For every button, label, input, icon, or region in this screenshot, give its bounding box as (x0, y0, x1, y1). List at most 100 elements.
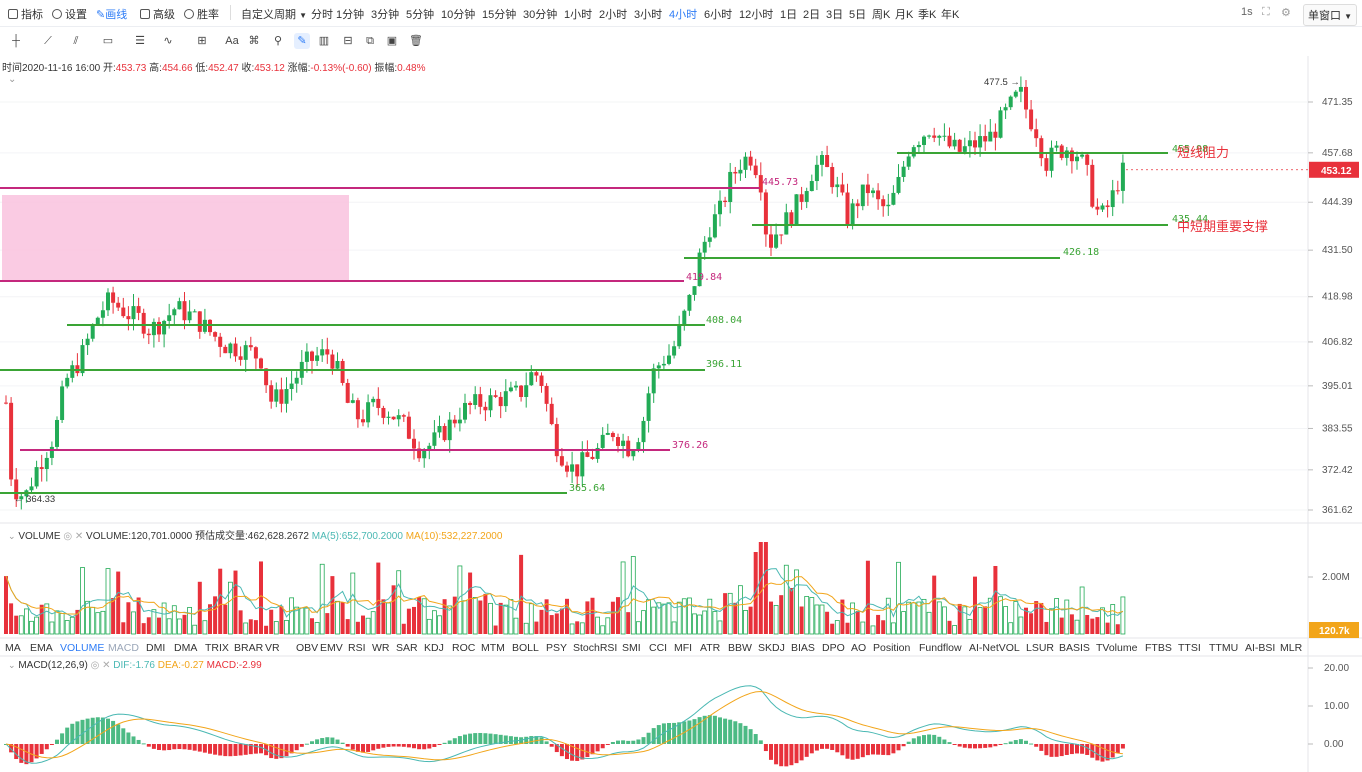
period-tab[interactable]: 5日 (849, 9, 867, 21)
indicator-tab[interactable]: RSI (348, 642, 366, 654)
text-icon[interactable]: Aa (225, 35, 239, 47)
indicator-tab[interactable]: EMV (320, 642, 343, 654)
period-tab[interactable]: 3日 (826, 9, 844, 21)
indicator-tab[interactable]: EMA (30, 642, 53, 654)
eraser-icon[interactable]: ⚲ (273, 35, 283, 47)
indicator-tab[interactable]: TVolume (1096, 642, 1138, 654)
indicator-tab[interactable]: FTBS (1145, 642, 1172, 654)
magnet-icon[interactable]: ⌘ (248, 35, 260, 47)
period-tab[interactable]: 2小时 (599, 9, 628, 21)
indicator-tab[interactable]: TTSI (1178, 642, 1201, 654)
indicator-tab[interactable]: BASIS (1059, 642, 1090, 654)
indicator-tab[interactable]: AI-BSI (1245, 642, 1276, 654)
indicator-tab[interactable]: AI-NetVOL (969, 642, 1020, 654)
candle-body (845, 192, 850, 225)
macd-bar (957, 744, 962, 747)
bars-icon[interactable]: ⊟ (343, 35, 353, 47)
indicator-tab[interactable]: SAR (396, 642, 418, 654)
crosshair-icon[interactable]: ┼ (12, 35, 20, 47)
period-tab[interactable]: 3小时 (634, 9, 663, 21)
period-tab[interactable]: 1日 (780, 9, 798, 21)
indicator-tab[interactable]: StochRSI (573, 642, 618, 654)
period-tab[interactable]: 年K (941, 9, 960, 21)
advanced-button[interactable]: 高级 (140, 6, 175, 22)
period-tab[interactable]: 12小时 (739, 9, 774, 21)
indicator-tab[interactable]: BIAS (791, 642, 815, 654)
indicator-tab[interactable]: Fundflow (919, 642, 962, 654)
period-tab[interactable]: 季K (918, 9, 937, 21)
settings-button[interactable]: 设置 (52, 6, 87, 22)
period-tab[interactable]: 15分钟 (482, 9, 517, 21)
period-tab[interactable]: 6小时 (704, 9, 733, 21)
indicator-tab[interactable]: WR (372, 642, 390, 654)
period-tab[interactable]: 1分钟 (336, 9, 365, 21)
indicator-tab[interactable]: DPO (822, 642, 845, 654)
draw-line-button[interactable]: ✎画线 (96, 9, 128, 21)
fullscreen-icon[interactable]: ⛶ (1262, 6, 1270, 18)
settings-circle-icon[interactable]: ◎ (90, 660, 100, 671)
indicator-tab[interactable]: DMA (174, 642, 198, 654)
macd-legend: ⌄ MACD(12,26,9) ◎ ✕ DIF:-1.76 DEA:-0.27 … (8, 660, 262, 671)
period-tab[interactable]: 周K (872, 9, 891, 21)
indicator-tab[interactable]: OBV (296, 642, 319, 654)
indicator-tab[interactable]: CCI (649, 642, 668, 654)
copy-icon[interactable]: ▣ (386, 35, 398, 47)
indicator-tab[interactable]: TTMU (1209, 642, 1239, 654)
indicator-tab[interactable]: MFI (674, 642, 693, 654)
indicator-tab[interactable]: LSUR (1026, 642, 1055, 654)
rectangle-icon[interactable]: ▭ (102, 35, 114, 47)
indicator-tab[interactable]: MA (5, 642, 21, 654)
indicator-tab[interactable]: BBW (728, 642, 752, 654)
settings-small-icon[interactable]: ⚙ (1281, 7, 1291, 19)
period-tab[interactable]: 30分钟 (523, 9, 558, 21)
close-icon[interactable]: ✕ (102, 660, 111, 671)
period-tab[interactable]: 3分钟 (371, 9, 400, 21)
indicator-tab[interactable]: SMI (622, 642, 641, 654)
indicator-tab[interactable]: MLR (1280, 642, 1303, 654)
trend-line-icon[interactable]: ⟋ (44, 35, 52, 47)
period-tab[interactable]: 10分钟 (441, 9, 476, 21)
indicator-tab[interactable]: Position (873, 642, 911, 654)
indicator-tab[interactable]: BOLL (512, 642, 539, 654)
indicator-tab[interactable]: BRAR (234, 642, 264, 654)
price-tick-label: 383.55 (1322, 423, 1353, 434)
indicator-tab[interactable]: MACD (108, 642, 139, 654)
indicator-tab[interactable]: VR (265, 642, 280, 654)
wave-icon[interactable]: ∿ (163, 35, 173, 47)
custom-period-dropdown[interactable]: 自定义周期 ▼ (241, 9, 307, 21)
macd-bar (1054, 744, 1059, 757)
chevron-down-icon[interactable]: ⌄ (8, 531, 16, 541)
period-tab[interactable]: 4小时 (669, 9, 698, 21)
lock-icon[interactable]: ⧉ (366, 35, 374, 47)
indicator-tab[interactable]: PSY (546, 642, 568, 654)
indicator-tab[interactable]: DMI (146, 642, 166, 654)
refresh-interval[interactable]: 1s (1241, 6, 1253, 18)
indicator-button[interactable]: 指标 (8, 6, 43, 22)
indicator-tab[interactable]: ROC (452, 642, 476, 654)
period-tab[interactable]: 分时 (311, 9, 333, 21)
period-tab[interactable]: 月K (895, 9, 914, 21)
indicator-tab[interactable]: ATR (700, 642, 721, 654)
collapse-chevron-icon[interactable]: ⌄ (8, 74, 17, 85)
indicator-tab[interactable]: MTM (481, 642, 505, 654)
indicator-tab[interactable]: TRIX (205, 642, 229, 654)
indicator-tab[interactable]: KDJ (424, 642, 444, 654)
indicator-tab[interactable]: AO (851, 642, 867, 654)
window-mode-select[interactable]: 单窗口 ▼ (1303, 4, 1357, 26)
indicator-tab[interactable]: VOLUME (60, 642, 105, 654)
chevron-down-icon[interactable]: ⌄ (8, 660, 16, 670)
period-tab[interactable]: 5分钟 (406, 9, 435, 21)
pen-icon[interactable]: ▥ (318, 35, 330, 47)
fib-icon[interactable]: ☰ (135, 35, 145, 47)
period-tab[interactable]: 2日 (803, 9, 821, 21)
period-tab[interactable]: 1小时 (564, 9, 593, 21)
measure-icon[interactable]: ⊞ (197, 35, 207, 47)
settings-circle-icon[interactable]: ◎ (63, 531, 73, 542)
brush-icon[interactable]: ✎ (294, 33, 310, 49)
indicator-tab[interactable]: SKDJ (758, 642, 785, 654)
winrate-button[interactable]: 胜率 (184, 6, 219, 22)
parallel-line-icon[interactable]: ⫽ (73, 35, 79, 47)
delete-icon[interactable]: 🗑 (409, 35, 423, 47)
close-icon[interactable]: ✕ (74, 531, 84, 542)
